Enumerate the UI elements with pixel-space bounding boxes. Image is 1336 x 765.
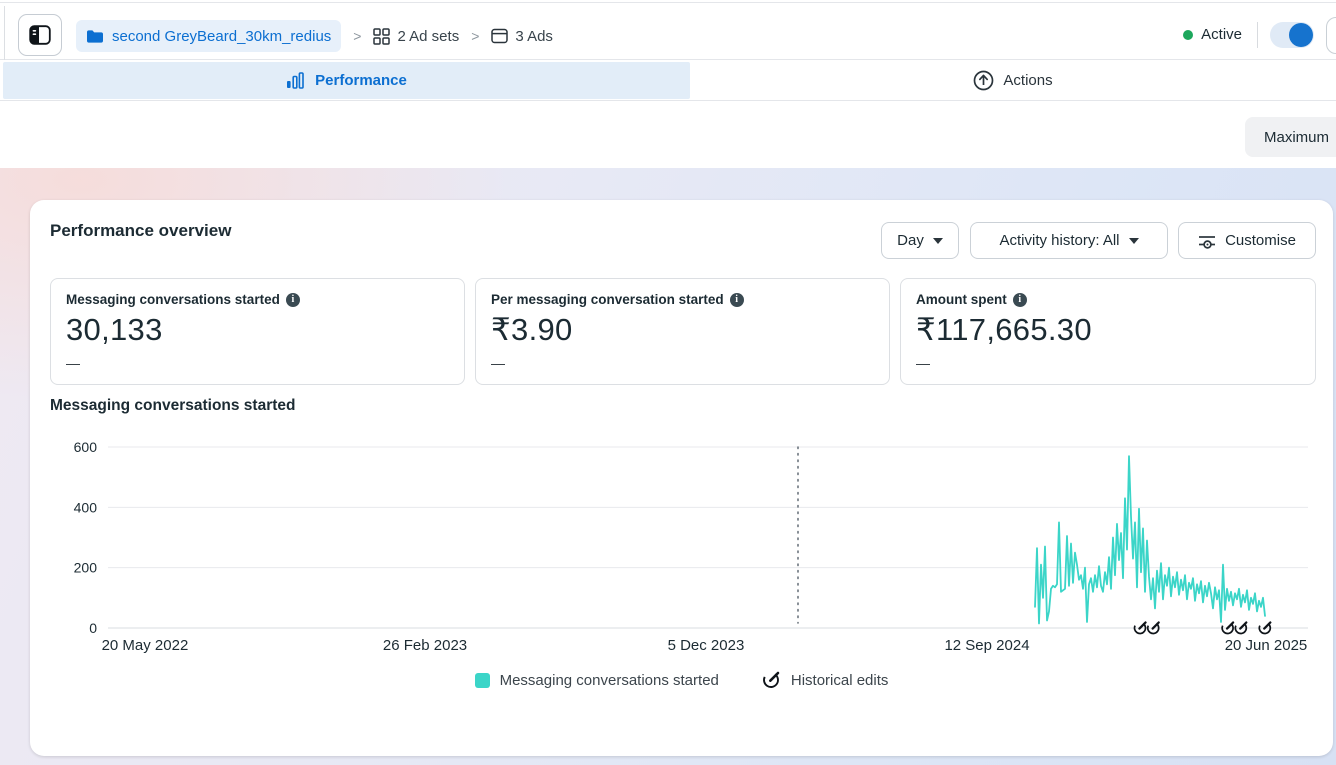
ads-frame-icon xyxy=(491,28,509,44)
breadcrumb-ads-label: 3 Ads xyxy=(515,27,553,45)
chevron-down-icon xyxy=(932,237,943,244)
breadcrumb-ads[interactable]: 3 Ads xyxy=(491,28,553,45)
historical-edit-marker[interactable] xyxy=(1233,620,1248,635)
customise-button-label: Customise xyxy=(1225,232,1296,249)
day-dropdown-label: Day xyxy=(897,232,924,249)
historical-edit-marker[interactable] xyxy=(1257,620,1272,635)
metric-sub: — xyxy=(916,355,930,371)
x-tick-label: 20 May 2022 xyxy=(102,637,189,654)
legend-item-conversations: Messaging conversations started xyxy=(474,671,719,689)
chart-title: Messaging conversations started xyxy=(50,397,296,414)
cutoff-edge-button[interactable] xyxy=(1326,17,1336,54)
metric-label: Amount spent i xyxy=(916,292,1300,307)
metric-value: ₹117,665.30 xyxy=(916,312,1092,347)
sub-strip xyxy=(0,101,1336,168)
folder-icon xyxy=(87,29,103,43)
y-tick-label: 200 xyxy=(74,560,98,576)
teal-swatch-icon xyxy=(474,672,490,688)
metric-card-conversations: Messaging conversations started i 30,133… xyxy=(50,278,465,385)
tab-actions-label: Actions xyxy=(1003,72,1053,89)
metric-label: Messaging conversations started i xyxy=(66,292,449,307)
top-hairline xyxy=(0,2,1336,3)
performance-overview-card: Performance overview Day Activity histor… xyxy=(30,200,1333,756)
panel-left-icon xyxy=(29,25,51,45)
legend-item-historical-edits: Historical edits xyxy=(761,670,889,690)
activity-history-label: Activity history: All xyxy=(999,232,1120,249)
breadcrumb: second GreyBeard_30km_redius > 2 Ad sets… xyxy=(76,20,553,52)
y-tick-label: 600 xyxy=(74,439,98,455)
x-tick-label: 26 Feb 2023 xyxy=(383,637,467,654)
active-status-label: Active xyxy=(1201,26,1242,43)
sidebar-collapse-button[interactable] xyxy=(18,14,62,56)
tab-bar: Performance Actions xyxy=(0,60,1336,101)
y-tick-label: 400 xyxy=(74,499,98,515)
breadcrumb-adsets-label: 2 Ad sets xyxy=(397,27,460,45)
day-dropdown[interactable]: Day xyxy=(881,222,959,259)
legend-label: Messaging conversations started xyxy=(499,671,719,689)
breadcrumb-campaign[interactable]: second GreyBeard_30km_redius xyxy=(76,20,342,52)
info-icon[interactable]: i xyxy=(729,292,744,307)
y-tick-label: 0 xyxy=(89,620,97,636)
metric-value: ₹3.90 xyxy=(491,312,573,347)
breadcrumb-separator: > xyxy=(353,28,362,44)
toggle-knob xyxy=(1289,22,1313,47)
active-toggle[interactable] xyxy=(1270,21,1314,48)
x-tick-label: 5 Dec 2023 xyxy=(668,637,745,654)
legend-label: Historical edits xyxy=(790,671,889,689)
info-icon[interactable]: i xyxy=(285,292,300,307)
actions-publish-icon xyxy=(974,70,994,91)
tab-performance-label: Performance xyxy=(315,72,407,89)
bar-chart-icon xyxy=(287,72,304,89)
x-tick-label: 20 Jun 2025 xyxy=(1225,637,1308,654)
historical-edit-marker[interactable] xyxy=(1132,620,1147,635)
metric-label-text: Messaging conversations started xyxy=(66,292,280,307)
metric-value: 30,133 xyxy=(66,312,163,347)
tab-performance[interactable]: Performance xyxy=(3,62,690,99)
card-title: Performance overview xyxy=(50,221,232,240)
chart-legend: Messaging conversations started Historic… xyxy=(30,670,1333,690)
series-line xyxy=(1034,455,1266,625)
header-divider xyxy=(1257,21,1258,48)
chevron-down-icon xyxy=(1128,237,1139,244)
maximum-button[interactable]: Maximum xyxy=(1245,117,1336,157)
tab-actions[interactable]: Actions xyxy=(690,62,1336,99)
adsets-grid-icon xyxy=(373,27,391,45)
header-right-cluster: Active xyxy=(1183,6,1336,63)
activity-history-dropdown[interactable]: Activity history: All xyxy=(970,222,1168,259)
customise-button[interactable]: Customise xyxy=(1178,222,1316,259)
metric-card-per-conversation: Per messaging conversation started i ₹3.… xyxy=(475,278,890,385)
performance-chart[interactable]: 0 200 400 600 20 May 2022 26 Feb 2023 5 Dec 20… xyxy=(50,430,1316,662)
metric-label: Per messaging conversation started i xyxy=(491,292,874,307)
info-icon[interactable]: i xyxy=(1012,292,1027,307)
metric-sub: — xyxy=(66,355,80,371)
header-bar: second GreyBeard_30km_redius > 2 Ad sets… xyxy=(0,3,1336,63)
metric-label-text: Per messaging conversation started xyxy=(491,292,724,307)
left-edge-divider xyxy=(4,6,5,62)
metric-label-text: Amount spent xyxy=(916,292,1007,307)
status-badge: Active xyxy=(1183,26,1242,43)
historical-edits-icon xyxy=(762,671,780,688)
x-tick-label: 12 Sep 2024 xyxy=(944,637,1029,654)
active-status-dot xyxy=(1183,29,1194,40)
customise-settings-icon xyxy=(1199,235,1216,249)
metric-sub: — xyxy=(491,355,505,371)
historical-edit-marker[interactable] xyxy=(1146,620,1161,635)
metric-card-amount-spent: Amount spent i ₹117,665.30 — xyxy=(900,278,1316,385)
breadcrumb-campaign-label: second GreyBeard_30km_redius xyxy=(112,27,332,45)
breadcrumb-adsets[interactable]: 2 Ad sets xyxy=(373,28,459,45)
breadcrumb-separator: > xyxy=(471,28,480,44)
historical-edit-marker[interactable] xyxy=(1220,620,1235,635)
